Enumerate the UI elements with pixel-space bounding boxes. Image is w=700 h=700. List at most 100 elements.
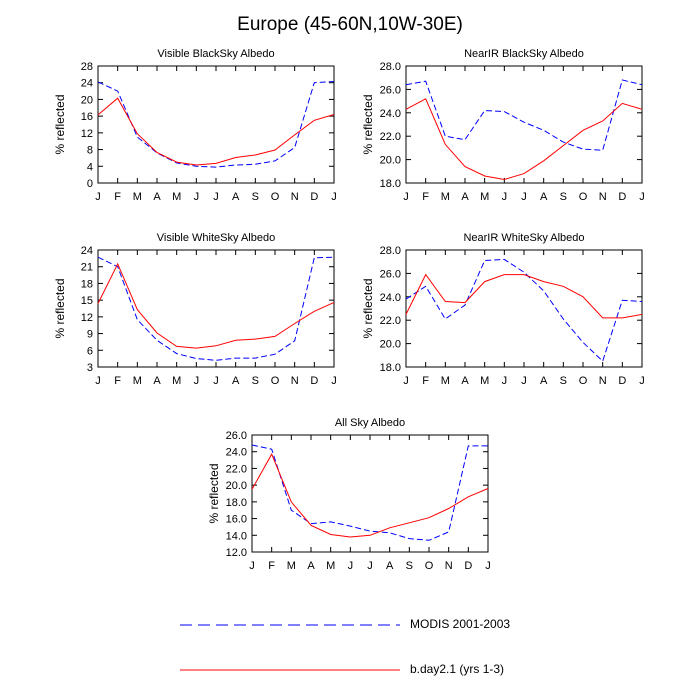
chart-title: Visible BlackSky Albedo — [157, 48, 274, 60]
legend-item-model: b.day2.1 (yrs 1-3) — [0, 660, 700, 680]
x-tick-label: N — [445, 560, 453, 572]
x-tick-label: A — [153, 191, 161, 203]
x-tick-label: O — [425, 560, 434, 572]
y-tick-label: 24.0 — [380, 292, 401, 304]
x-tick-label: F — [114, 375, 121, 387]
chart-title: Visible WhiteSky Albedo — [157, 232, 275, 244]
x-tick-label: J — [95, 375, 101, 387]
x-tick-label: N — [599, 191, 607, 203]
y-tick-label: 24.0 — [380, 108, 401, 120]
y-tick-label: 22.0 — [226, 463, 247, 475]
y-tick-label: 12.0 — [226, 547, 247, 559]
y-axis-label: % reflected — [361, 94, 375, 154]
y-tick-label: 8 — [87, 145, 93, 157]
y-tick-label: 4 — [87, 161, 93, 173]
y-tick-label: 14.0 — [226, 530, 247, 542]
y-tick-label: 0 — [87, 178, 93, 190]
series-line-model — [405, 273, 643, 319]
x-tick-label: M — [326, 560, 335, 572]
chart-title: NearIR BlackSky Albedo — [464, 48, 584, 60]
y-tick-label: 18 — [81, 278, 93, 290]
x-tick-label: M — [287, 560, 296, 572]
x-tick-label: J — [521, 375, 527, 387]
x-tick-label: J — [95, 191, 101, 203]
x-tick-label: A — [307, 560, 315, 572]
y-tick-label: 3 — [87, 362, 93, 374]
chart-title: NearIR WhiteSky Albedo — [463, 232, 584, 244]
y-axis-label: % reflected — [361, 278, 375, 338]
x-tick-label: S — [252, 375, 259, 387]
y-tick-label: 22.0 — [380, 315, 401, 327]
y-tick-label: 18.0 — [380, 178, 401, 190]
y-tick-label: 9 — [87, 329, 93, 341]
x-tick-label: M — [133, 191, 142, 203]
y-tick-label: 28.0 — [380, 61, 401, 73]
x-tick-label: N — [291, 191, 299, 203]
x-tick-label: O — [271, 375, 280, 387]
x-tick-label: A — [540, 375, 548, 387]
x-tick-label: D — [310, 375, 318, 387]
x-tick-label: S — [560, 191, 567, 203]
y-tick-label: 20 — [81, 94, 93, 106]
x-tick-label: M — [441, 191, 450, 203]
x-tick-label: D — [464, 560, 472, 572]
series-line-modis — [97, 81, 335, 168]
x-tick-label: D — [618, 191, 626, 203]
x-tick-label: J — [367, 560, 373, 572]
y-tick-label: 28.0 — [380, 245, 401, 257]
x-tick-label: M — [172, 375, 181, 387]
y-tick-label: 18.0 — [380, 362, 401, 374]
series-line-modis — [97, 256, 335, 361]
y-tick-label: 20.0 — [380, 339, 401, 351]
series-line-model — [97, 97, 335, 166]
x-tick-label: J — [639, 375, 645, 387]
series-line-modis — [251, 444, 488, 541]
x-tick-label: A — [386, 560, 394, 572]
chart-title: All Sky Albedo — [335, 417, 405, 429]
x-tick-label: A — [540, 191, 548, 203]
x-tick-label: J — [403, 375, 409, 387]
x-tick-label: M — [172, 191, 181, 203]
y-tick-label: 26.0 — [226, 430, 247, 442]
x-tick-label: M — [133, 375, 142, 387]
x-tick-label: J — [331, 375, 337, 387]
y-tick-label: 6 — [87, 345, 93, 357]
x-tick-label: J — [521, 191, 527, 203]
series-line-model — [251, 453, 489, 538]
x-tick-label: O — [579, 375, 588, 387]
legend-label-modis: MODIS 2001-2003 — [410, 617, 511, 631]
x-tick-label: J — [485, 560, 491, 572]
x-tick-label: S — [406, 560, 413, 572]
x-tick-label: D — [310, 191, 318, 203]
x-tick-label: J — [639, 191, 645, 203]
y-axis-label: % reflected — [53, 94, 67, 154]
figure-title: Europe (45-60N,10W-30E) — [237, 14, 463, 35]
y-tick-label: 15 — [81, 295, 93, 307]
y-tick-label: 21 — [81, 262, 93, 274]
x-tick-label: M — [441, 375, 450, 387]
x-tick-label: D — [618, 375, 626, 387]
x-tick-label: F — [422, 191, 429, 203]
series-line-modis — [405, 79, 643, 151]
y-tick-label: 24 — [81, 78, 93, 90]
x-tick-label: J — [213, 191, 219, 203]
y-axis-label: % reflected — [207, 463, 221, 523]
x-tick-label: A — [461, 191, 469, 203]
x-tick-label: F — [268, 560, 275, 572]
x-tick-label: N — [599, 375, 607, 387]
x-tick-label: S — [560, 375, 567, 387]
y-tick-label: 28 — [81, 61, 93, 73]
x-tick-label: A — [232, 191, 240, 203]
x-tick-label: J — [348, 560, 354, 572]
y-axis-label: % reflected — [53, 278, 67, 338]
legend-label-model: b.day2.1 (yrs 1-3) — [410, 662, 505, 676]
y-tick-label: 16 — [81, 111, 93, 123]
x-tick-label: S — [252, 191, 259, 203]
y-tick-label: 24.0 — [226, 447, 247, 459]
y-tick-label: 24 — [81, 245, 93, 257]
x-tick-label: A — [232, 375, 240, 387]
